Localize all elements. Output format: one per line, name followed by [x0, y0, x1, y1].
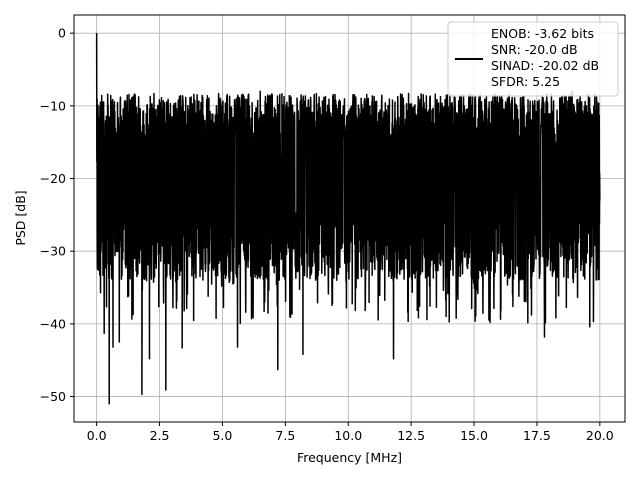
axes-frame	[73, 14, 626, 423]
x-tick-label: 2.5	[150, 428, 170, 443]
x-axis-ticks: 0.0 2.5 5.0 7.5 10.0 12.5 15.0 17.5 20.0	[87, 422, 614, 443]
y-tick-label: 0	[58, 26, 66, 41]
legend-entry-enob: ENOB: -3.62 bits	[491, 26, 594, 41]
y-axis-label: PSD [dB]	[13, 190, 28, 245]
y-tick-label: −10	[40, 98, 66, 113]
y-tick-label: −50	[40, 389, 66, 404]
legend-box	[447, 21, 619, 97]
legend-entry-sinad: SINAD: -20.02 dB	[491, 58, 599, 73]
psd-series-line	[95, 33, 601, 405]
x-tick-label: 10.0	[334, 428, 362, 443]
y-axis-ticks: 0 −10 −20 −30 −40 −50	[40, 26, 74, 404]
y-tick-label: −40	[40, 316, 66, 331]
x-tick-label: 5.0	[212, 428, 232, 443]
x-tick-label: 15.0	[460, 428, 488, 443]
x-tick-label: 7.5	[275, 428, 295, 443]
legend: ENOB: -3.62 bits SNR: -20.0 dB SINAD: -2…	[447, 21, 619, 97]
legend-entry-snr: SNR: -20.0 dB	[491, 42, 578, 57]
y-tick-label: −20	[40, 171, 66, 186]
legend-entry-sfdr: SFDR: 5.25	[491, 74, 560, 89]
plot-area	[95, 33, 601, 405]
y-tick-label: −30	[40, 244, 66, 259]
series-group	[95, 33, 601, 405]
x-tick-label: 20.0	[586, 428, 614, 443]
x-tick-label: 17.5	[523, 428, 551, 443]
x-tick-label: 12.5	[397, 428, 425, 443]
x-axis-label: Frequency [MHz]	[297, 450, 402, 465]
x-tick-label: 0.0	[87, 428, 107, 443]
